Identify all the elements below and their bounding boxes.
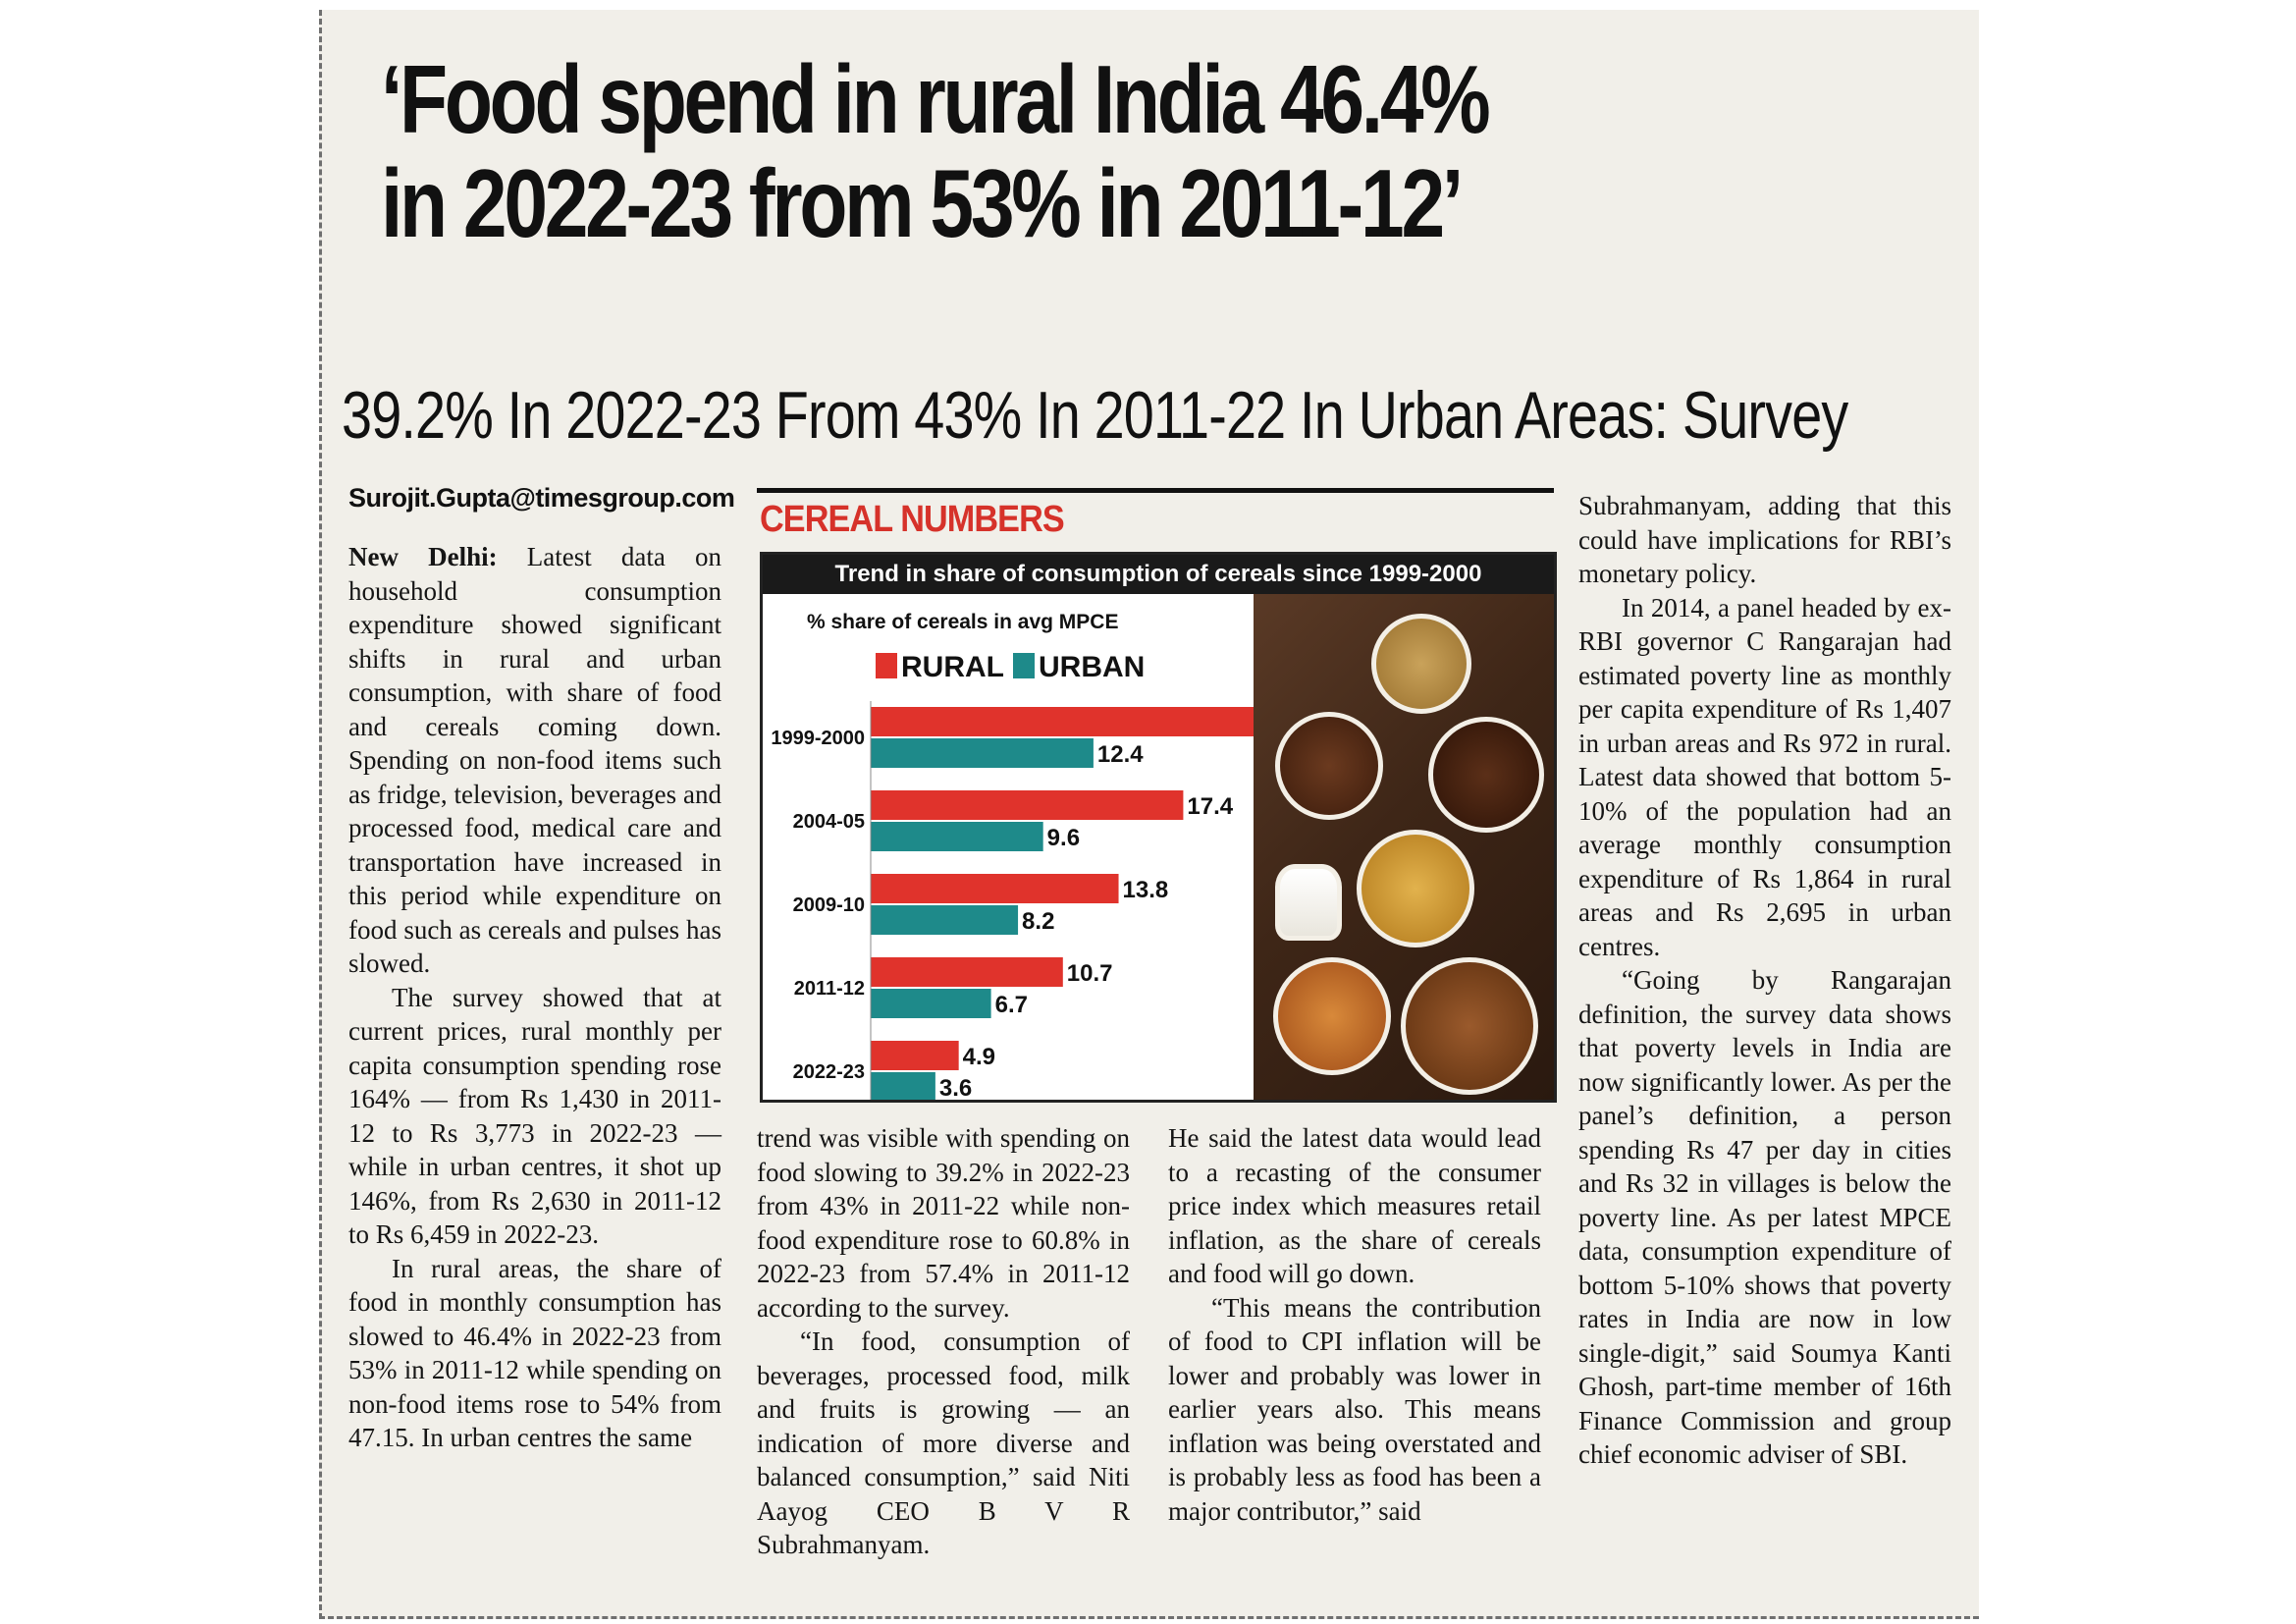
article-column-4: Subrahmanyam, adding that this could hav… — [1578, 489, 1951, 1472]
data-label: 3.6 — [939, 1075, 972, 1100]
cereal-bowls-photo — [1254, 594, 1554, 1100]
legend-swatch-rural — [876, 653, 897, 678]
chart-subtitle: % share of cereals in avg MPCE — [807, 611, 1118, 633]
data-label: 8.2 — [1022, 908, 1054, 935]
category-label: 2011-12 — [794, 978, 865, 1000]
paragraph: In rural areas, the share of food in mon… — [348, 1253, 721, 1453]
paragraph: “In food, consumption of beverages, proc… — [757, 1326, 1130, 1559]
data-label: 9.6 — [1047, 825, 1080, 851]
bar-urban — [871, 989, 991, 1018]
subheadline: 39.2% In 2022-23 From 43% In 2011-22 In … — [342, 378, 1848, 453]
article-column-3: He said the latest data would lead to a … — [1168, 1121, 1541, 1528]
bar-rural — [871, 790, 1184, 820]
bar-rural — [871, 707, 1254, 736]
paragraph: He said the latest data would lead to a … — [1168, 1123, 1541, 1288]
bowl-image — [1428, 717, 1544, 833]
bar-urban — [871, 1072, 935, 1100]
data-label: 6.7 — [995, 992, 1028, 1018]
bar-urban — [871, 905, 1019, 935]
bar-rural — [871, 957, 1063, 987]
paragraph: In 2014, a panel headed by ex-RBI govern… — [1578, 592, 1951, 961]
byline: Surojit.Gupta@timesgroup.com — [348, 483, 735, 513]
category-label: 2004-05 — [793, 811, 865, 833]
paragraph: “Going by Rangarajan definition, the sur… — [1578, 965, 1951, 1469]
data-label: 13.8 — [1123, 877, 1169, 903]
chart-top-rule — [757, 488, 1554, 493]
data-label: 17.4 — [1187, 793, 1233, 820]
chart-heading: CEREAL NUMBERS — [760, 499, 1065, 540]
headline-line-2: in 2022-23 from 53% in 2011-12’ — [381, 149, 1464, 257]
paragraph: “This means the contribution of food to … — [1168, 1292, 1541, 1526]
paragraph: trend was visible with spending on food … — [757, 1123, 1130, 1323]
milk-jug-image — [1275, 864, 1342, 941]
paragraph: New Delhi: Latest data on household cons… — [348, 540, 721, 981]
data-label: 10.7 — [1067, 960, 1113, 987]
bowl-image — [1275, 712, 1383, 820]
dateline: New Delhi: — [348, 542, 498, 571]
paragraph-text: Latest data on household consumption exp… — [348, 542, 721, 978]
chart-panel: Trend in share of consumption of cereals… — [760, 552, 1557, 1103]
article-column-2: trend was visible with spending on food … — [757, 1121, 1130, 1562]
newspaper-clipping: ‘Food spend in rural India 46.4% in 2022… — [319, 10, 1979, 1619]
legend-label-urban: URBAN — [1039, 651, 1145, 683]
bar-urban — [871, 738, 1094, 768]
bowl-image — [1371, 614, 1471, 714]
bowl-image — [1357, 830, 1474, 947]
chart-title: Trend in share of consumption of cereals… — [763, 555, 1554, 594]
headline: ‘Food spend in rural India 46.4% in 2022… — [381, 47, 1669, 255]
legend-swatch-urban — [1013, 653, 1035, 678]
bar-rural — [871, 874, 1119, 903]
bowl-image — [1273, 957, 1391, 1075]
paragraph: The survey showed that at current prices… — [348, 982, 721, 1250]
data-label: 12.4 — [1097, 741, 1144, 768]
paragraph: Subrahmanyam, adding that this could hav… — [1578, 491, 1951, 588]
legend-label-rural: RURAL — [901, 651, 1004, 683]
bar-chart: % share of cereals in avg MPCE RURAL URBA… — [771, 611, 1254, 1100]
bar-urban — [871, 822, 1043, 851]
data-label: 4.9 — [963, 1044, 995, 1070]
category-label: 2009-10 — [793, 894, 865, 916]
bar-rural — [871, 1041, 959, 1070]
category-label: 1999-2000 — [771, 728, 865, 749]
bowl-image — [1401, 957, 1538, 1095]
article-column-1: New Delhi: Latest data on household cons… — [348, 540, 721, 1455]
headline-line-1: ‘Food spend in rural India 46.4% — [381, 45, 1491, 153]
category-label: 2022-23 — [793, 1061, 865, 1083]
